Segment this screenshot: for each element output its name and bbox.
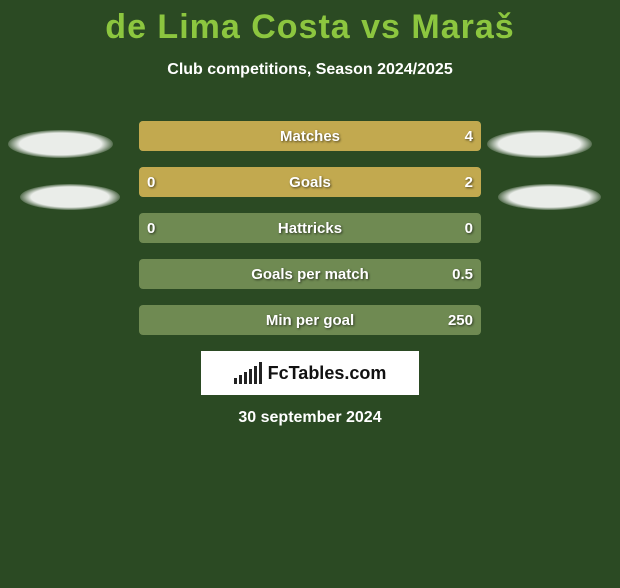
stat-row: Min per goal250	[139, 305, 481, 335]
stat-row: Goals02	[139, 167, 481, 197]
brand-box: FcTables.com	[201, 351, 419, 395]
brand-bar	[249, 369, 252, 384]
stat-label: Goals per match	[139, 259, 481, 289]
stat-label: Min per goal	[139, 305, 481, 335]
stat-value-right: 250	[448, 305, 473, 335]
stat-value-right: 0.5	[452, 259, 473, 289]
brand-bar	[234, 378, 237, 384]
player-shadow-left-2	[20, 184, 120, 210]
stat-fill-right	[139, 121, 481, 151]
stat-row: Hattricks0 0	[139, 213, 481, 243]
footer-date: 30 september 2024	[0, 409, 620, 427]
stat-label: Hattricks	[139, 213, 481, 243]
stat-value-right: 0	[465, 213, 473, 243]
page-subtitle: Club competitions, Season 2024/2025	[0, 61, 620, 79]
player-shadow-left-1	[8, 130, 113, 158]
page-title: de Lima Costa vs Maraš	[0, 8, 620, 47]
stats-block: Matches4 Goals02 Hattricks0 0 Goals per matc…	[139, 121, 481, 335]
stat-value-left: 0	[147, 213, 155, 243]
brand-bar	[239, 375, 242, 384]
brand-bar	[254, 366, 257, 384]
stat-fill-right	[201, 167, 481, 197]
stat-row: Goals per match0.5	[139, 259, 481, 289]
player-shadow-right-2	[498, 184, 601, 210]
brand-text: FcTables.com	[268, 363, 387, 384]
stat-row: Matches4	[139, 121, 481, 151]
brand-bar	[244, 372, 247, 384]
brand-bars-icon	[234, 362, 262, 384]
brand-bar	[259, 362, 262, 384]
player-shadow-right-1	[487, 130, 592, 158]
stat-fill-left	[139, 167, 201, 197]
